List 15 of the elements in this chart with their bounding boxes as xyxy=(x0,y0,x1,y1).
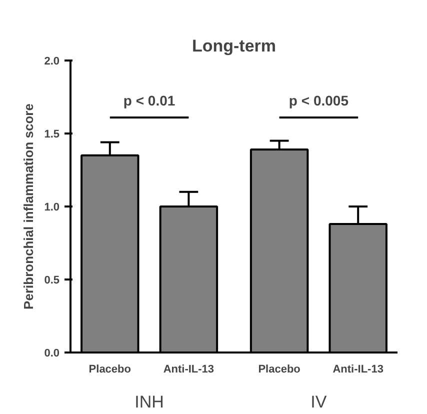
x-tick-label: Anti-IL-13 xyxy=(163,364,214,376)
y-axis-title: Peribronchial inflammation score xyxy=(21,104,36,310)
y-tick-label: 0.5 xyxy=(44,274,60,286)
x-tick-label: Placebo xyxy=(258,364,301,376)
y-tick-label: 2.0 xyxy=(44,56,60,68)
y-tick-label: 1.0 xyxy=(44,202,60,214)
chart-title: Long-term xyxy=(192,36,276,56)
x-tick-label: Anti-IL-13 xyxy=(332,364,384,376)
y-tick-label: 0.0 xyxy=(44,348,60,360)
text: INH xyxy=(134,392,164,412)
y-tick-label: 1.5 xyxy=(44,128,60,140)
annotation: p < 0.005 xyxy=(288,92,349,109)
text: IV xyxy=(310,392,328,412)
annotation: p < 0.01 xyxy=(123,92,176,109)
x-tick-label: Placebo xyxy=(88,364,132,376)
